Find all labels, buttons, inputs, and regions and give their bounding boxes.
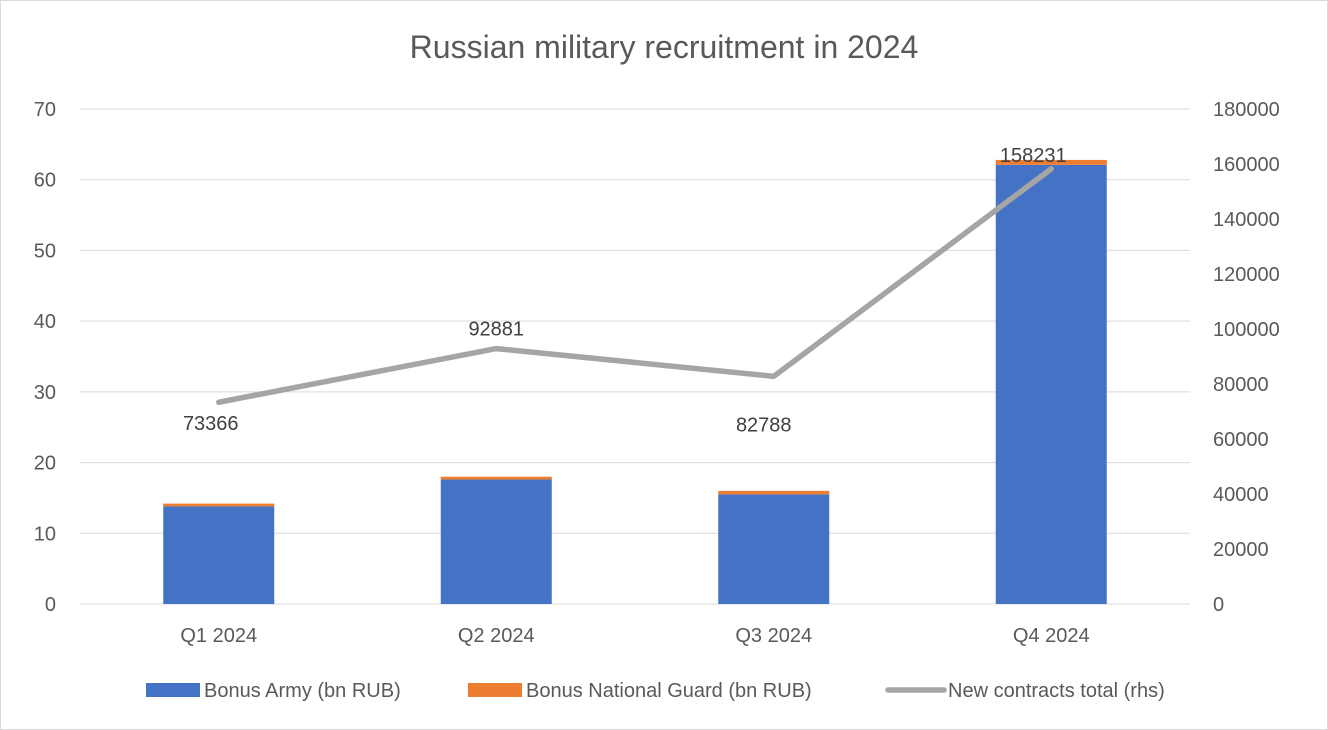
left-tick-label: 0 (45, 594, 56, 616)
right-tick-label: 120000 (1213, 264, 1280, 286)
bar-national-guard (440, 476, 552, 480)
right-axis-ticks: 0 20000 40000 60000 80000 100000 120000 140000 1… (1213, 99, 1280, 616)
contracts-data-label: 82788 (736, 414, 792, 436)
left-tick-label: 20 (34, 453, 56, 475)
category-label: Q3 2024 (735, 625, 812, 647)
contracts-data-label: 92881 (468, 319, 524, 341)
left-tick-label: 70 (34, 99, 56, 121)
left-tick-label: 30 (34, 382, 56, 404)
bars (163, 159, 1107, 604)
legend-swatch (468, 683, 522, 697)
left-axis-ticks: 0 10 20 30 40 50 60 70 (34, 99, 56, 616)
data-labels: 73366 92881 82788 158231 (183, 145, 1067, 436)
bar-army (163, 506, 275, 604)
right-tick-label: 180000 (1213, 99, 1280, 121)
bar-national-guard (995, 159, 1107, 165)
left-tick-label: 50 (34, 240, 56, 262)
contracts-data-label: 158231 (1000, 145, 1067, 167)
right-tick-label: 40000 (1213, 484, 1269, 506)
right-tick-label: 140000 (1213, 209, 1280, 231)
contracts-line-path (216, 166, 1054, 405)
right-tick-label: 100000 (1213, 319, 1280, 341)
bar-army (440, 479, 552, 604)
left-tick-label: 60 (34, 170, 56, 192)
bar-army (995, 164, 1107, 604)
legend-label: Bonus Army (bn RUB) (204, 680, 401, 702)
chart-title: Russian military recruitment in 2024 (410, 29, 919, 65)
contracts-line (216, 166, 1054, 405)
bar-army (718, 494, 830, 604)
legend-label: Bonus National Guard (bn RUB) (526, 680, 812, 702)
right-tick-label: 0 (1213, 594, 1224, 616)
category-label: Q1 2024 (180, 625, 257, 647)
right-tick-label: 20000 (1213, 539, 1269, 561)
category-label: Q2 2024 (458, 625, 535, 647)
left-tick-label: 10 (34, 523, 56, 545)
legend-swatch (146, 683, 200, 697)
legend-label: New contracts total (rhs) (948, 680, 1165, 702)
right-tick-label: 60000 (1213, 429, 1269, 451)
category-labels: Q1 2024 Q2 2024 Q3 2024 Q4 2024 (180, 625, 1089, 647)
bar-national-guard (163, 503, 275, 507)
contracts-data-label: 73366 (183, 413, 239, 435)
left-tick-label: 40 (34, 311, 56, 333)
right-tick-label: 80000 (1213, 374, 1269, 396)
category-label: Q4 2024 (1013, 625, 1090, 647)
legend: Bonus Army (bn RUB) Bonus National Guard … (146, 680, 1165, 702)
bar-national-guard (718, 490, 830, 495)
right-tick-label: 160000 (1213, 154, 1280, 176)
